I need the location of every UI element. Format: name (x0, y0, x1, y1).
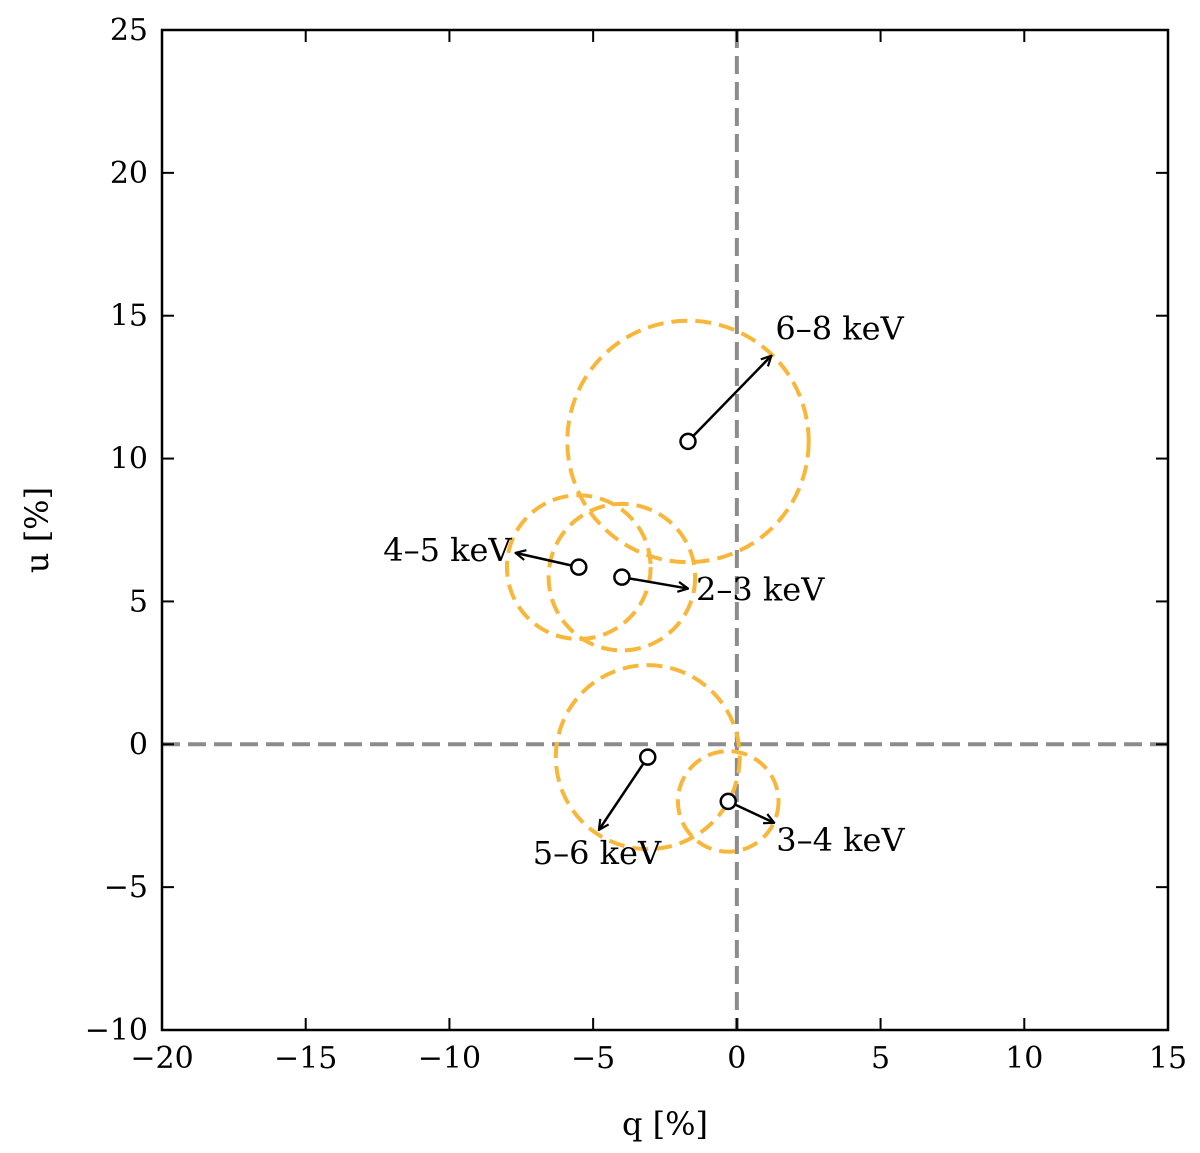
zero-lines (162, 30, 1168, 1030)
uncertainty-circle (546, 501, 698, 653)
uncertainty-circle (675, 749, 781, 854)
x-tick-label: 0 (727, 1041, 746, 1076)
y-axis-label: u [%] (18, 487, 56, 573)
uncertainty-circles (504, 318, 811, 854)
y-tick-label: 0 (129, 727, 148, 762)
x-tick-label: −10 (418, 1041, 481, 1076)
uncertainty-circle (553, 663, 742, 852)
energy-band-label: 6–8 keV (775, 310, 904, 348)
axis-ticks (161, 29, 1169, 1031)
y-tick-label: 15 (110, 299, 148, 334)
data-point-marker (613, 568, 631, 586)
plot-frame (160, 28, 1170, 1032)
energy-band-label: 2–3 keV (696, 571, 825, 609)
polarization-arrow (516, 553, 580, 569)
data-point-marker (719, 792, 737, 811)
energy-band-label: 4–5 keV (383, 531, 512, 569)
y-tick-label: 10 (110, 442, 148, 477)
point-labels: 2–3 keV 3–4 keV 4–5 keV 5–6 keV 6–8 keV (383, 310, 905, 872)
x-tick-label: 5 (871, 1041, 890, 1076)
energy-band-label: 3–4 keV (776, 821, 905, 859)
polarization-arrow (687, 356, 771, 443)
y-tick-label: 25 (110, 13, 148, 48)
x-tick-label: −5 (571, 1041, 615, 1076)
y-tick-label: 5 (129, 584, 148, 619)
polarization-arrow (599, 756, 649, 830)
y-tick-label: 20 (110, 156, 148, 191)
x-axis-label: q [%] (622, 1105, 708, 1143)
x-tick-label: 15 (1149, 1041, 1187, 1076)
uncertainty-circle (565, 318, 811, 565)
energy-band-label: 5–6 keV (533, 834, 662, 872)
x-tick-label: −15 (274, 1041, 337, 1076)
y-tick-label: −10 (85, 1013, 148, 1048)
polarization-arrows (516, 356, 775, 830)
data-point-marker (679, 432, 697, 451)
data-point-marker (570, 558, 588, 576)
tick-labels: −20 −15 −10 −5 0 5 10 15 −10 −5 0 5 10 15 20 25 (85, 13, 1187, 1076)
polarization-arrow (621, 575, 688, 588)
x-tick-label: 10 (1005, 1041, 1043, 1076)
data-points (570, 432, 737, 811)
data-point-marker (639, 748, 657, 766)
x-tick-label: −20 (130, 1041, 193, 1076)
y-tick-label: −5 (104, 870, 148, 905)
